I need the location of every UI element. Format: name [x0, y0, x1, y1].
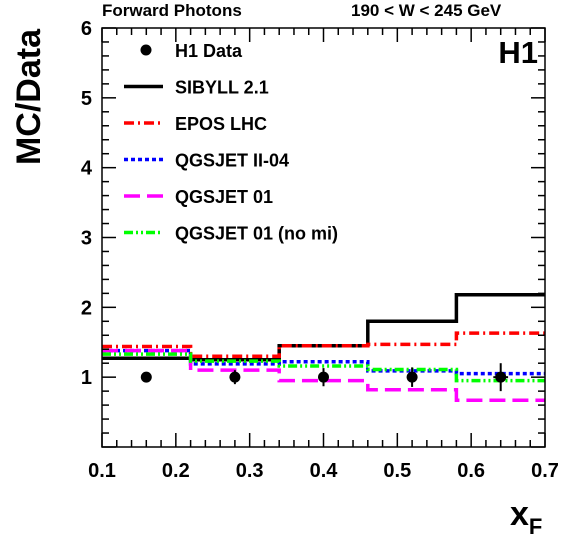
header-left-label: Forward Photons: [102, 1, 242, 20]
series-epos-lhc-line: [102, 331, 545, 358]
legend-data-marker: [140, 44, 152, 56]
data-point: [406, 371, 418, 383]
x-tick-label: 0.7: [531, 460, 559, 482]
y-tick-label: 4: [81, 158, 93, 180]
y-axis-label: MC/Data: [10, 28, 48, 165]
data-point: [495, 371, 507, 383]
legend-label-epos-lhc: EPOS LHC: [175, 114, 267, 134]
x-tick-label: 0.6: [457, 460, 485, 482]
x-axis-label: xF: [510, 495, 542, 539]
x-tick-label: 0.1: [88, 460, 116, 482]
legend-label-sibyll-2-1: SIBYLL 2.1: [175, 78, 269, 98]
mc-series-layer: [102, 293, 545, 402]
legend: H1 Data SIBYLL 2.1 EPOS LHC QGSJET II-04 QGS…: [124, 41, 338, 244]
x-tick-label: 0.3: [236, 460, 264, 482]
series-qgsjet-01-no-mi-line: [102, 352, 545, 383]
y-tick-label: 3: [81, 228, 92, 250]
x-axis-label-subscript: F: [529, 514, 542, 539]
x-tick-label: 0.4: [310, 460, 339, 482]
data-point: [229, 371, 241, 383]
data-points-layer: [140, 363, 509, 392]
y-tick-label: 5: [81, 88, 92, 110]
axes-layer: 0.1 0.2 0.3 0.4 0.5 0.6 0.7 1 2 3 4 5 6: [81, 18, 559, 482]
x-tick-label: 0.2: [162, 460, 190, 482]
legend-label-qgsjet-01: QGSJET 01: [175, 187, 273, 207]
y-tick-label: 6: [81, 18, 92, 40]
legend-label-qgsjet-ii-04: QGSJET II-04: [175, 151, 289, 171]
data-point: [318, 371, 329, 383]
y-tick-label: 2: [81, 297, 92, 319]
series-qgsjet-ii-04-line: [102, 348, 545, 376]
experiment-label: H1: [498, 35, 538, 70]
x-axis-label-main: x: [510, 495, 529, 533]
header-right-label: 190 < W < 245 GeV: [351, 1, 502, 20]
data-point: [140, 371, 152, 383]
y-tick-label: 1: [81, 367, 92, 389]
legend-label-qgsjet-01-no-mi: QGSJET 01 (no mi): [175, 224, 338, 244]
legend-label-h1-data: H1 Data: [175, 41, 243, 61]
x-tick-label: 0.5: [383, 460, 411, 482]
